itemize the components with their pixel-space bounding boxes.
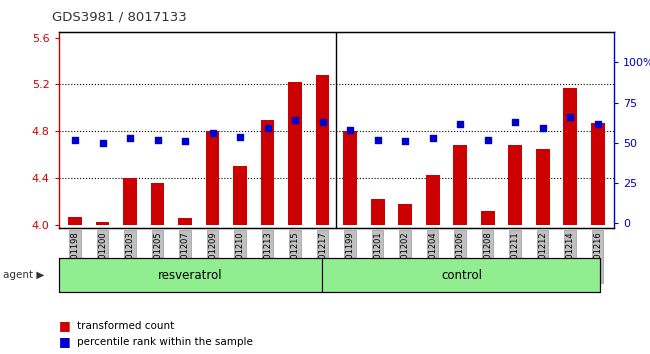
Point	[263, 126, 273, 131]
Text: ■: ■	[58, 335, 70, 348]
Bar	[591, 123, 604, 225]
Point	[235, 134, 245, 139]
Bar	[316, 75, 330, 225]
Point	[538, 126, 548, 131]
Point	[207, 131, 218, 136]
Bar	[343, 131, 357, 225]
Point	[290, 118, 300, 123]
Text: transformed count: transformed count	[77, 321, 174, 331]
Text: percentile rank within the sample: percentile rank within the sample	[77, 337, 253, 347]
Bar	[564, 88, 577, 225]
Text: control: control	[441, 269, 482, 282]
Bar	[233, 166, 247, 225]
Bar	[151, 183, 164, 225]
Point	[317, 119, 328, 125]
Bar	[123, 178, 137, 225]
Bar	[370, 199, 385, 225]
Bar	[481, 211, 495, 225]
Bar	[96, 222, 109, 225]
Text: resveratrol: resveratrol	[158, 269, 223, 282]
Point	[428, 135, 438, 141]
Bar	[536, 149, 550, 225]
Point	[455, 121, 465, 126]
Point	[593, 121, 603, 126]
Bar	[288, 82, 302, 225]
Bar	[205, 131, 220, 225]
Point	[372, 137, 383, 143]
Bar	[508, 145, 522, 225]
Point	[482, 137, 493, 143]
Point	[565, 114, 575, 120]
Bar	[398, 204, 412, 225]
Point	[152, 137, 162, 143]
Bar	[453, 145, 467, 225]
Point	[345, 127, 356, 133]
Point	[125, 135, 135, 141]
Point	[510, 119, 521, 125]
Bar	[178, 218, 192, 225]
Text: GDS3981 / 8017133: GDS3981 / 8017133	[52, 11, 187, 24]
Bar	[261, 120, 274, 225]
Bar	[68, 217, 82, 225]
Point	[70, 137, 80, 143]
Bar	[426, 175, 439, 225]
Text: ■: ■	[58, 319, 70, 332]
Text: agent ▶: agent ▶	[3, 270, 45, 280]
Point	[180, 138, 190, 144]
Point	[98, 140, 108, 146]
Point	[400, 138, 410, 144]
